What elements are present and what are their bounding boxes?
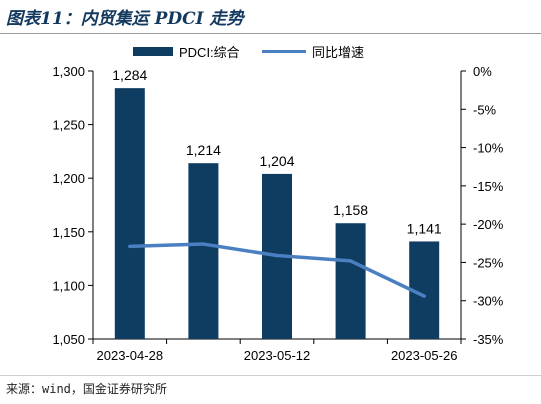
bar [188, 163, 219, 339]
title-divider [0, 33, 541, 34]
source-divider [0, 375, 541, 376]
left-axis-tick-label: 1,200 [52, 171, 85, 186]
left-axis-tick-label: 1,050 [52, 332, 85, 347]
left-axis-tick-label: 1,150 [52, 225, 85, 240]
x-axis-tick-label: 2023-04-28 [97, 348, 164, 363]
x-axis-tick-label: 2023-05-12 [244, 348, 311, 363]
bar-data-label: 1,204 [259, 153, 294, 169]
chart-title: 图表11：内贸集运 PDCI 走势 [6, 9, 244, 29]
right-axis-tick-label: -30% [473, 294, 504, 309]
right-axis-tick-label: -25% [473, 255, 504, 270]
bar-data-label: 1,141 [407, 220, 442, 236]
legend-line-label: 同比增速 [312, 45, 365, 60]
bar-data-label: 1,284 [112, 67, 147, 83]
right-axis-tick-label: -15% [473, 179, 504, 194]
right-axis-tick-label: 0% [473, 64, 492, 79]
legend-item-bar: PDCI:综合 [133, 42, 240, 61]
x-axis-tick-label: 2023-05-26 [391, 348, 458, 363]
legend-bar-label: PDCI:综合 [179, 45, 240, 60]
left-axis-tick-label: 1,100 [52, 278, 85, 293]
right-axis-tick-label: -10% [473, 141, 504, 156]
legend-item-line: 同比增速 [262, 42, 364, 61]
bar-data-label: 1,214 [186, 142, 221, 158]
legend-line-swatch [262, 50, 306, 53]
bar-data-label: 1,158 [333, 202, 368, 218]
left-axis-tick-label: 1,300 [52, 64, 85, 79]
yoy-growth-line [128, 242, 426, 298]
chart-legend: PDCI:综合 同比增速 [0, 42, 541, 62]
left-axis-tick-label: 1,250 [52, 118, 85, 133]
bar [335, 223, 366, 339]
source-note: 来源：wind，国金证券研究所 [6, 382, 167, 396]
right-axis-tick-label: -5% [473, 102, 497, 117]
bar [114, 88, 145, 339]
right-axis-tick-label: -35% [473, 332, 504, 347]
legend-bar-swatch [133, 47, 173, 56]
right-axis-tick-label: -20% [473, 217, 504, 232]
chart-canvas: 1,300 1,250 1,200 1,150 1,100 1,050 0% -5% -10% -… [52, 64, 504, 363]
